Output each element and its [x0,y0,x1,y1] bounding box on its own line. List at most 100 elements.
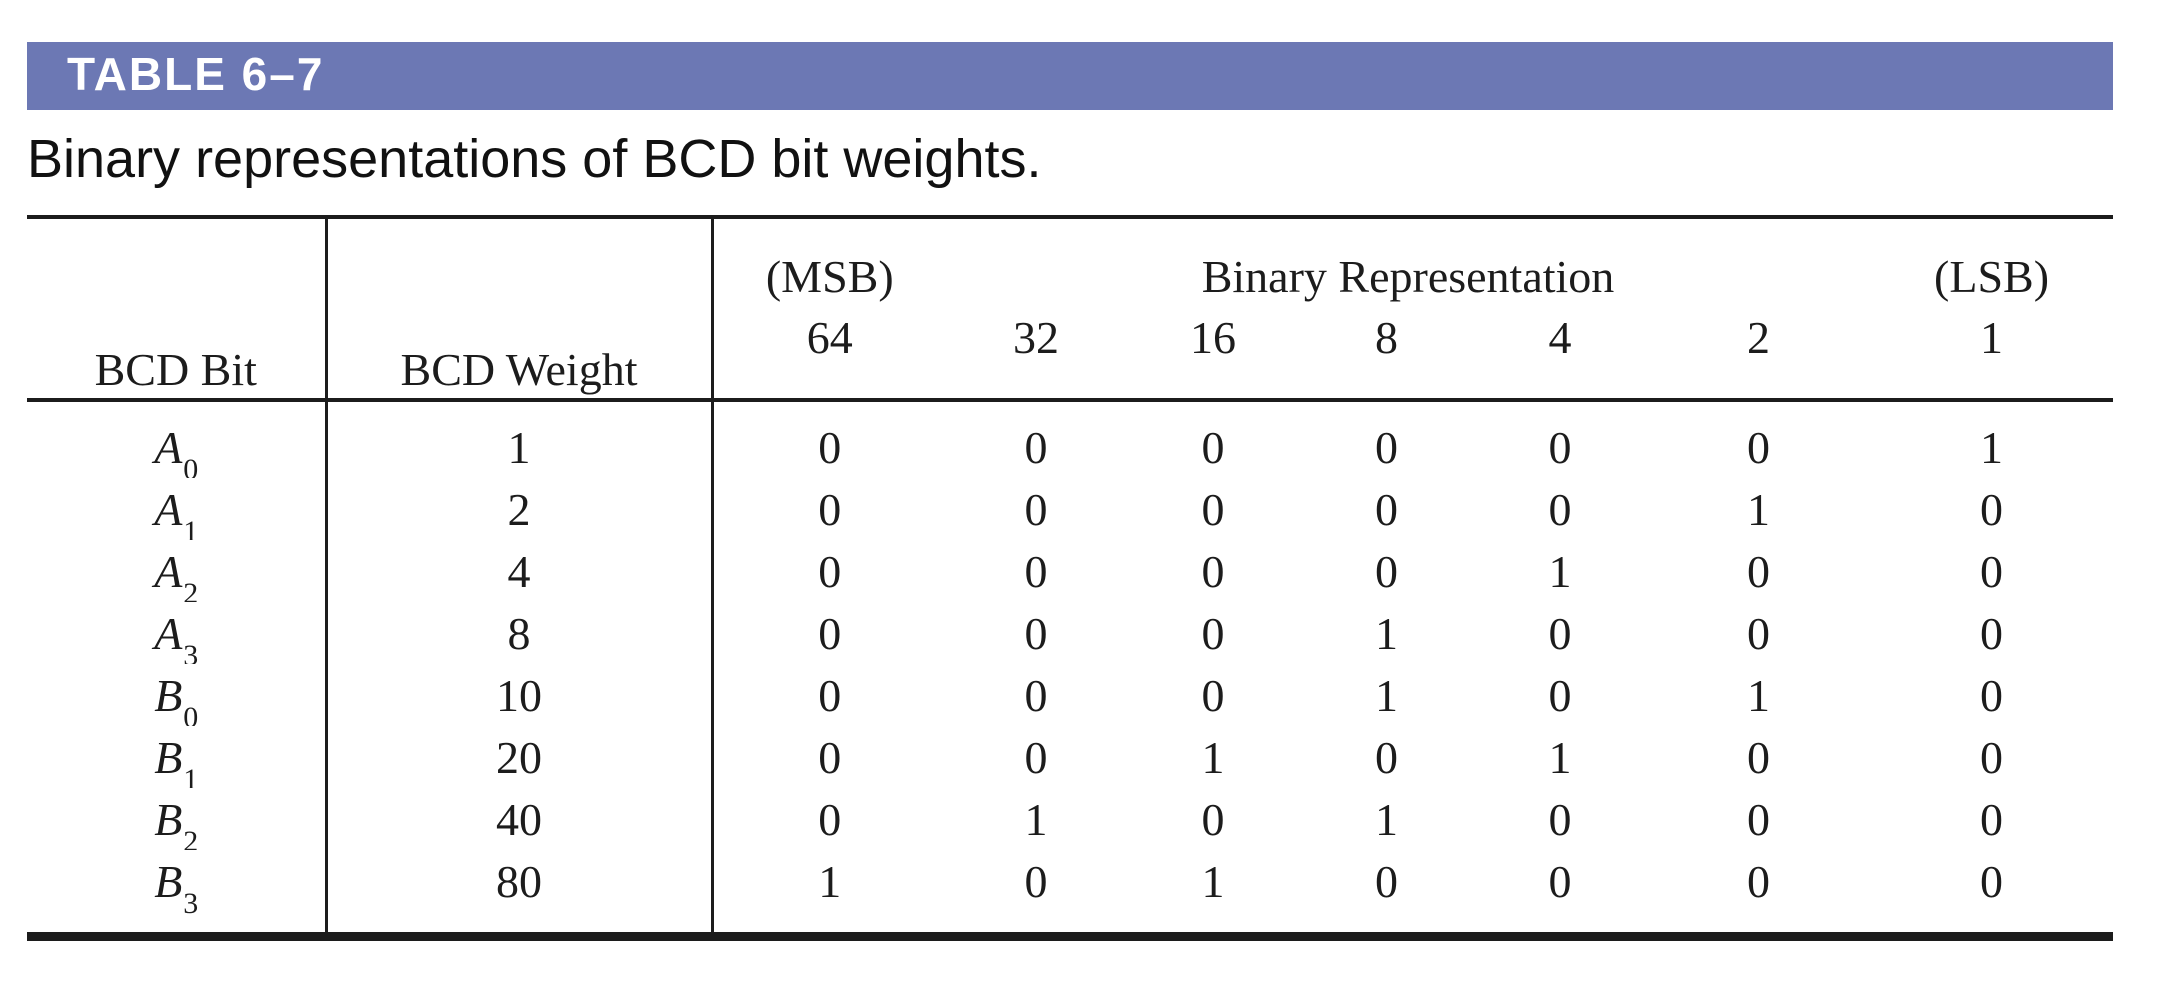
binary-digit: 0 [1747,545,1771,597]
binary-digit: 0 [1548,421,1572,473]
binary-digit: 0 [1201,669,1225,721]
binary-representation-label: Binary Representation [1201,251,1615,302]
table-title-bar: TABLE 6–7 [27,42,2113,110]
binary-digit: 0 [1980,669,2004,721]
binary-digit: 0 [818,483,842,535]
header-row-group-labels: BCD Bit BCD Weight (MSB) Binary Represen… [27,217,2113,402]
binary-digit: 0 [1980,793,2004,845]
binary-digit: 0 [1375,545,1398,597]
table-row: A1 2 0 0 0 0 0 1 0 [27,478,2113,540]
bcd-bit-label: B2 [27,788,328,850]
binary-digit: 0 [1024,421,1048,473]
binary-digit: 0 [1375,483,1398,535]
table-row: B2 40 0 1 0 1 0 0 0 [27,788,2113,850]
binary-digit: 0 [1375,731,1398,783]
bcd-bit-label: A2 [27,540,328,602]
binary-digit: 1 [1747,669,1771,721]
binary-digit: 0 [1747,731,1771,783]
binary-digit: 0 [1375,855,1398,907]
binary-digit: 1 [1201,855,1225,907]
bit-weight-header: 4 [1473,305,1647,402]
binary-digit: 1 [1548,731,1572,783]
bcd-bit-label: A0 [27,400,328,478]
binary-digit: 0 [818,793,842,845]
bcd-bit-label: A1 [27,478,328,540]
col-header-bcd-bit: BCD Bit [27,217,328,402]
bit-weight-header: 2 [1647,305,1871,402]
table-row: B3 80 1 0 1 0 0 0 0 [27,850,2113,937]
bcd-bit-label: B0 [27,664,328,726]
binary-digit: 0 [1747,855,1771,907]
binary-digit: 0 [1548,483,1572,535]
binary-digit: 1 [1375,607,1398,659]
binary-digit: 0 [1024,669,1048,721]
binary-digit: 0 [1024,483,1048,535]
header-row-bit-weights: 64 32 16 8 4 2 1 [27,305,2114,402]
binary-digit: 0 [1980,483,2004,535]
bcd-weight-value: 4 [326,540,714,602]
binary-digit: 1 [1375,669,1398,721]
binary-digit: 0 [1980,731,2004,783]
binary-digit: 0 [1375,421,1398,473]
binary-digit: 0 [1201,483,1225,535]
bcd-bit-label: A3 [27,602,328,664]
binary-digit: 0 [818,669,842,721]
binary-digit: 0 [1980,607,2004,659]
bit-weight-header: 1 [1870,305,2114,402]
msb-label: (MSB) [765,251,894,302]
table-row: A3 8 0 0 0 1 0 0 0 [27,602,2113,664]
bcd-bit-label: B3 [27,850,328,937]
binary-digit: 1 [1747,483,1771,535]
binary-digit: 1 [1201,731,1225,783]
binary-digit: 0 [1747,421,1771,473]
binary-digit: 0 [1024,607,1048,659]
bcd-weights-table: BCD Bit BCD Weight (MSB) Binary Represen… [27,215,2114,941]
bit-weight-header: 64 [712,305,946,402]
binary-digit: 0 [1747,607,1771,659]
binary-digit: 0 [818,545,842,597]
binary-digit: 0 [818,607,842,659]
binary-digit: 0 [1201,607,1225,659]
bcd-weight-value: 10 [326,664,714,726]
binary-digit: 1 [1024,793,1048,845]
table-header: BCD Bit BCD Weight (MSB) Binary Represen… [27,217,2114,402]
binary-digit: 1 [1548,545,1572,597]
binary-digit: 0 [818,731,842,783]
bcd-weight-value: 80 [326,850,714,937]
binary-digit: 0 [1024,545,1048,597]
bcd-bit-label: B1 [27,726,328,788]
binary-digit: 0 [1024,855,1048,907]
binary-digit: 1 [1375,793,1398,845]
bcd-weight-value: 20 [326,726,714,788]
table-title: TABLE 6–7 [67,48,325,100]
binary-digit: 0 [1548,793,1572,845]
bit-weight-header: 16 [1126,305,1300,402]
bcd-weight-value: 1 [326,400,714,478]
table-row: B1 20 0 0 1 0 1 0 0 [27,726,2113,788]
bit-weight-header: 32 [946,305,1126,402]
col-header-bcd-weight: BCD Weight [326,217,714,402]
table-row: A0 1 0 0 0 0 0 0 1 [27,400,2113,478]
bcd-weight-value: 8 [326,602,714,664]
binary-digit: 0 [1548,607,1572,659]
table-row: B0 10 0 0 0 1 0 1 0 [27,664,2113,726]
bcd-weight-value: 2 [326,478,714,540]
binary-digit: 0 [818,421,842,473]
table-row: A2 4 0 0 0 0 1 0 0 [27,540,2113,602]
table-caption: Binary representations of BCD bit weight… [27,129,1042,189]
binary-digit: 0 [1980,855,2004,907]
binary-digit: 0 [1201,545,1225,597]
binary-digit: 1 [818,855,842,907]
bcd-weight-value: 40 [326,788,714,850]
binary-digit: 0 [1201,421,1225,473]
binary-digit: 1 [1980,421,2004,473]
bit-weight-header: 8 [1300,305,1473,402]
lsb-label: (LSB) [1934,251,2050,302]
table-body: A0 1 0 0 0 0 0 0 1 A1 2 0 0 0 0 0 1 0 A2 4 0 0 0 0 1 0 0 A3 8 0 0 0 1 0 0 0… [27,400,2113,937]
binary-digit: 0 [1747,793,1771,845]
binary-digit: 0 [1980,545,2004,597]
binary-digit: 0 [1548,855,1572,907]
binary-digit: 0 [1024,731,1048,783]
binary-digit: 0 [1201,793,1225,845]
